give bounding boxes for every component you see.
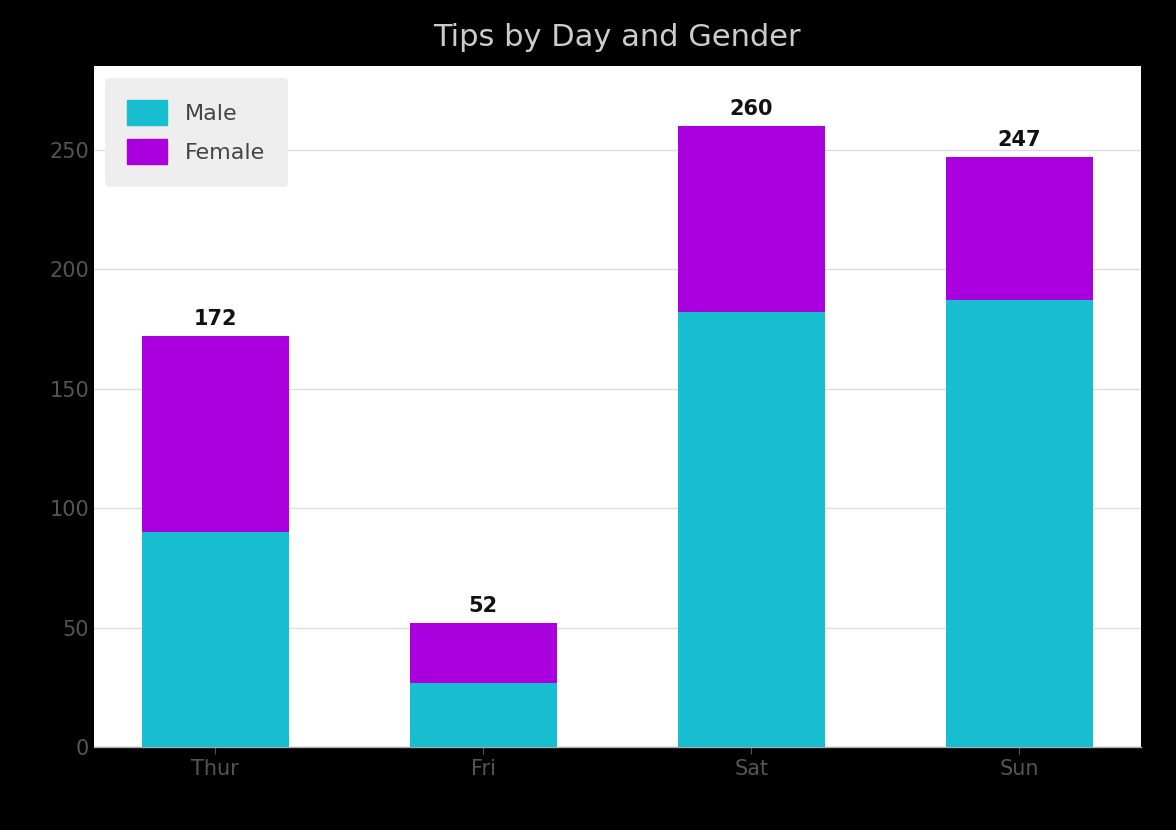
Bar [409, 682, 557, 747]
Title: Tips by Day and Gender: Tips by Day and Gender [434, 22, 801, 51]
Text: 172: 172 [194, 309, 238, 329]
Legend: Male, Female: Male, Female [105, 77, 288, 187]
Bar [141, 336, 289, 532]
Bar [677, 126, 826, 312]
Bar [946, 157, 1094, 300]
Bar [677, 312, 826, 747]
Text: 247: 247 [997, 130, 1041, 150]
Text: 260: 260 [729, 99, 773, 119]
Bar [409, 622, 557, 682]
Bar [141, 532, 289, 747]
Text: 52: 52 [469, 596, 497, 616]
Bar [946, 300, 1094, 747]
